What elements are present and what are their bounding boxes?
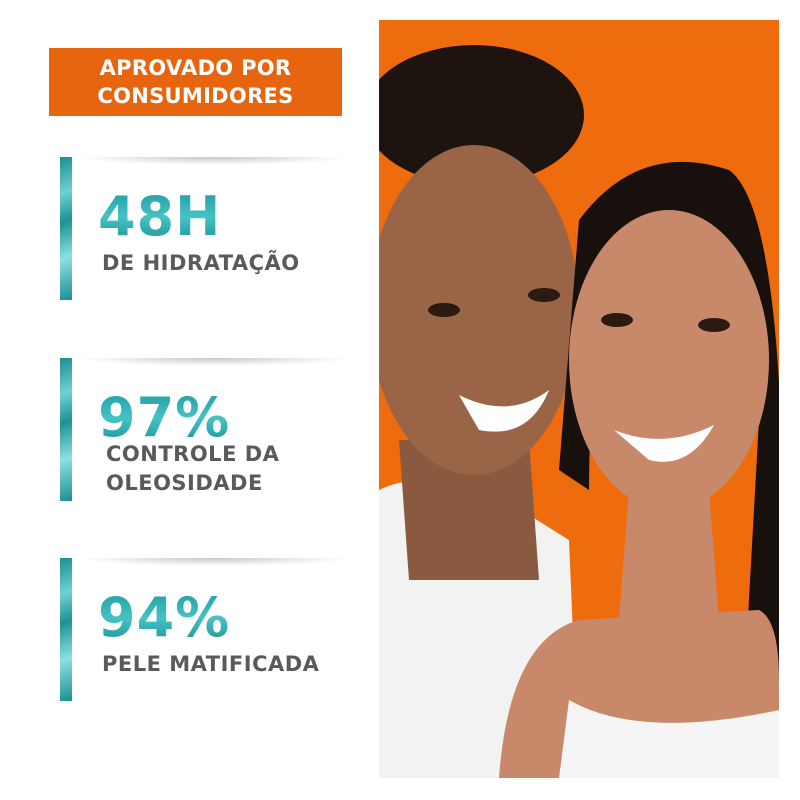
stat-value: 97% <box>98 386 231 449</box>
stat-label: DE HIDRATAÇÃO <box>102 251 300 275</box>
stat-hydration: 48H DE HIDRATAÇÃO <box>60 157 351 300</box>
stat-oil-control: 97% CONTROLE DA OLEOSIDADE <box>60 358 351 501</box>
stat-value: 48H <box>98 185 222 248</box>
smiling-couple-photo <box>379 20 779 778</box>
stat-label: PELE MATIFICADA <box>102 652 320 676</box>
divider-shadow <box>76 558 351 566</box>
accent-bar <box>60 358 72 501</box>
divider-shadow <box>76 157 351 165</box>
accent-bar <box>60 558 72 701</box>
accent-bar <box>60 157 72 300</box>
stat-label: CONTROLE DA OLEOSIDADE <box>106 442 280 495</box>
approved-badge: APROVADO POR CONSUMIDORES <box>49 48 342 116</box>
divider-shadow <box>76 358 351 366</box>
badge-line-2: CONSUMIDORES <box>97 84 294 108</box>
couple-illustration <box>379 45 779 778</box>
stat-matte-skin: 94% PELE MATIFICADA <box>60 558 351 701</box>
badge-line-1: APROVADO POR <box>99 56 292 80</box>
stat-value: 94% <box>98 586 231 649</box>
